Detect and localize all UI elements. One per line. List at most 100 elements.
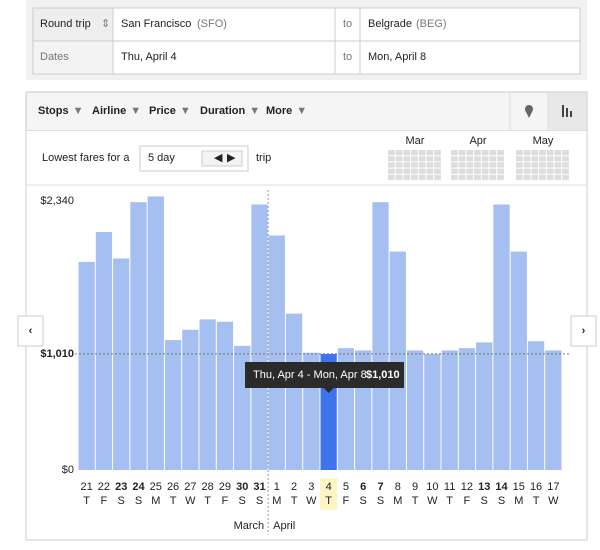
toolbar — [26, 92, 587, 131]
weekday-label: S — [118, 495, 125, 507]
weekday-label: T — [446, 495, 453, 507]
map-pin-icon — [525, 110, 533, 118]
mini-calendar-month: Apr — [469, 135, 486, 147]
bar[interactable] — [78, 261, 95, 470]
mini-calendar-day — [426, 162, 434, 168]
trip-length-stepper[interactable] — [201, 150, 243, 167]
filter-dropdown[interactable]: Stops — [38, 105, 69, 117]
bar[interactable] — [389, 251, 406, 470]
mini-calendar-day — [546, 168, 554, 174]
bar[interactable] — [424, 353, 441, 470]
x-tick-label: 1 — [274, 481, 280, 493]
return-date[interactable]: Mon, April 8 — [368, 51, 426, 63]
select-arrows: ⇕ — [101, 18, 110, 30]
mini-calendar-day — [411, 150, 418, 156]
filter-dropdown[interactable]: Duration — [200, 105, 246, 117]
depart-date[interactable]: Thu, April 4 — [121, 51, 177, 63]
x-tick-label: 14 — [495, 481, 508, 493]
tooltip-pointer — [323, 388, 334, 393]
mini-calendar-month: Mar — [406, 135, 425, 147]
decrement-arrow[interactable]: ◀ — [214, 152, 223, 164]
bar[interactable] — [406, 350, 424, 470]
mini-calendar-day — [497, 162, 504, 168]
bar[interactable] — [199, 319, 216, 470]
x-tick-label: 10 — [426, 481, 438, 493]
filter-dropdown[interactable]: More — [266, 105, 292, 117]
bar[interactable] — [527, 341, 545, 470]
bar[interactable] — [372, 202, 389, 470]
mini-calendar-day — [418, 156, 426, 162]
mini-calendar-day — [451, 168, 458, 174]
x-tick-label: 11 — [444, 481, 455, 493]
mini-calendar-day — [418, 174, 426, 180]
bar[interactable] — [476, 342, 493, 470]
mini-calendar-day — [523, 156, 531, 162]
mini-calendar-day — [466, 168, 474, 174]
mini-calendar-month: May — [533, 135, 554, 147]
trip-type[interactable]: Round trip — [40, 18, 91, 30]
bar[interactable] — [251, 204, 268, 470]
mini-calendar-day — [411, 168, 418, 174]
tooltip-price: $1,010 — [366, 369, 400, 381]
bar[interactable] — [113, 258, 130, 470]
mini-calendar-day — [516, 156, 523, 162]
origin[interactable]: San Francisco — [121, 18, 191, 30]
x-tick-label: 23 — [115, 481, 127, 493]
to-label: to — [343, 51, 352, 63]
mini-calendar-day — [434, 168, 441, 174]
dropdown-arrow: ▼ — [249, 105, 260, 117]
trip-length-value[interactable]: 5 day — [148, 152, 175, 164]
mini-calendar-day — [523, 150, 531, 156]
mini-calendar-day — [403, 168, 411, 174]
next-button[interactable] — [570, 315, 597, 347]
mini-calendar-day — [474, 162, 481, 168]
next-arrow[interactable]: › — [582, 325, 586, 337]
mini-calendar-day — [403, 174, 411, 180]
filter-dropdown[interactable]: Price — [149, 105, 176, 117]
bar[interactable] — [130, 202, 147, 470]
mini-calendar-day — [489, 150, 497, 156]
x-tick-label: 12 — [461, 481, 473, 493]
bar[interactable] — [95, 232, 113, 470]
x-tick-label: 5 — [343, 481, 349, 493]
weekday-label: S — [377, 495, 384, 507]
mini-calendar-day — [466, 174, 474, 180]
bar[interactable] — [268, 235, 285, 470]
bar[interactable] — [510, 251, 527, 470]
weekday-label: S — [498, 495, 505, 507]
trip-type-select[interactable] — [32, 7, 114, 42]
mini-calendar-day — [451, 174, 458, 180]
bar[interactable] — [493, 204, 510, 470]
y-tick-label: $0 — [62, 464, 74, 476]
bar[interactable] — [458, 348, 476, 470]
bar[interactable] — [216, 321, 234, 470]
mini-calendar-day — [539, 162, 546, 168]
x-tick-label: 17 — [547, 481, 559, 493]
mini-calendar-day — [395, 150, 403, 156]
weekday-label: F — [222, 495, 229, 507]
x-tick-label: 24 — [132, 481, 145, 493]
filter-dropdown[interactable]: Airline — [92, 105, 126, 117]
increment-arrow[interactable]: ▶ — [227, 152, 236, 164]
destination[interactable]: Belgrade — [368, 18, 412, 30]
mini-calendar-day — [554, 156, 562, 162]
weekday-label: T — [83, 495, 90, 507]
previous-button[interactable] — [17, 315, 44, 347]
bar[interactable] — [147, 196, 164, 470]
x-tick-label: 22 — [98, 481, 110, 493]
bar[interactable] — [164, 340, 182, 470]
x-tick-label: 8 — [395, 481, 401, 493]
mini-calendar-day — [434, 156, 441, 162]
bar[interactable] — [285, 313, 303, 470]
bar[interactable] — [182, 329, 199, 470]
month-label: March — [234, 520, 265, 532]
mini-calendar-day — [497, 156, 504, 162]
x-tick-label: 3 — [308, 481, 314, 493]
bar[interactable] — [545, 350, 562, 470]
dropdown-arrow: ▼ — [296, 105, 307, 117]
x-tick-label: 31 — [253, 481, 265, 493]
bar[interactable] — [441, 350, 458, 470]
previous-arrow[interactable]: ‹ — [29, 325, 33, 337]
mini-calendar-day — [426, 156, 434, 162]
mini-calendar-day — [516, 150, 523, 156]
